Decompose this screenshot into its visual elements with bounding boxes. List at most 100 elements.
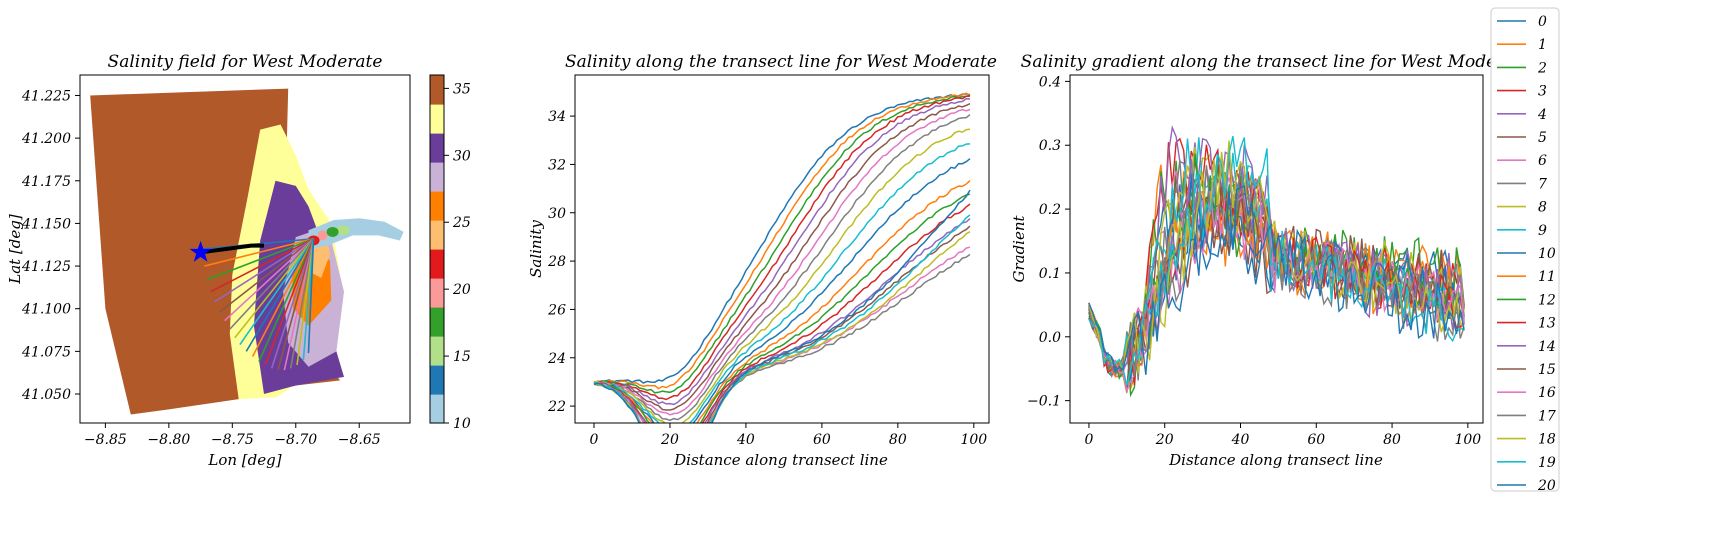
- colorbar-segment-0: [430, 394, 444, 424]
- legend-label-17: 17: [1538, 408, 1556, 424]
- salinity-y-label: Salinity: [527, 220, 545, 278]
- station-star-marker: [189, 240, 212, 262]
- colorbar-segment-2: [430, 336, 444, 366]
- y-tick-label: 41.150: [21, 216, 71, 232]
- y-tick-label: 24: [547, 351, 566, 367]
- y-tick-label: 22: [547, 399, 566, 415]
- transect-line-9: [239, 238, 315, 345]
- y-tick-label: 0.1: [1039, 266, 1061, 282]
- field-plume-low: [308, 218, 404, 249]
- salinity-series-6: [593, 108, 971, 416]
- y-tick-label: 30: [548, 206, 566, 222]
- x-tick-label: −8.85: [84, 432, 127, 448]
- colorbar-tick-label: 30: [453, 148, 471, 164]
- x-tick-label: 20: [660, 432, 679, 448]
- y-tick-label: 0.2: [1039, 202, 1061, 218]
- transect-line-15: [277, 238, 315, 371]
- salinity-series-7: [593, 114, 971, 422]
- x-tick-label: 0: [1084, 432, 1093, 448]
- salinity-map-panel: −8.85 −8.80 −8.75 −8.70 −8.65 41.05041.07541…: [6, 52, 471, 469]
- colorbar-segment-1: [430, 365, 444, 395]
- colorbar-segment-9: [430, 133, 444, 163]
- x-tick-label: 80: [889, 432, 907, 448]
- salinity-x-label: Distance along transect line: [673, 451, 888, 469]
- legend-label-9: 9: [1538, 223, 1547, 239]
- salinity-x-ticks: 0 20 40 60 80 100: [590, 423, 987, 448]
- track-line: [200, 243, 264, 255]
- salinity-series-10: [593, 158, 971, 423]
- legend-label-4: 4: [1537, 107, 1547, 123]
- salinity-series-12: [593, 193, 971, 423]
- colorbar-ticks: 10 15 20 25 30 35: [444, 81, 471, 432]
- legend-label-15: 15: [1538, 362, 1556, 378]
- salinity-series-4: [593, 98, 971, 406]
- y-tick-label: 0.4: [1039, 74, 1061, 90]
- y-tick-label: 41.125: [21, 259, 71, 275]
- salinity-series-2: [593, 94, 971, 394]
- y-tick-label: 32: [548, 157, 566, 173]
- salinity-transect-panel: 0 20 40 60 80 100 22 24 26 28 30 32 34 Salinity alo…: [527, 52, 997, 469]
- legend-label-2: 2: [1537, 60, 1547, 76]
- gradient-transect-panel: 0 20 40 60 80 100 −0.1 0.0 0.1 0.2 0.3 0.4 Salinit…: [1010, 52, 1531, 469]
- colorbar-tick-label: 10: [453, 416, 471, 432]
- transect-line-10: [245, 238, 315, 352]
- map-x-ticks: −8.85 −8.80 −8.75 −8.70 −8.65: [84, 423, 381, 448]
- salinity-series-1: [593, 92, 971, 390]
- y-tick-label: 41.100: [21, 302, 71, 318]
- x-tick-label: 60: [1307, 432, 1325, 448]
- salinity-series-16: [593, 246, 971, 423]
- colorbar-segment-8: [430, 162, 444, 192]
- map-y-label: Lat [deg]: [6, 214, 24, 285]
- gradient-series-19: [1088, 136, 1465, 386]
- gradient-series-0: [1088, 184, 1465, 374]
- transect-line-11: [251, 238, 315, 357]
- colorbar-segment-10: [430, 104, 444, 134]
- map-x-label: Lon [deg]: [207, 451, 281, 469]
- legend-box: [1490, 7, 1560, 492]
- salinity-series-19: [593, 214, 971, 423]
- transect-line-16: [283, 238, 315, 371]
- gradient-series: [1088, 125, 1465, 398]
- colorbar: [429, 74, 445, 424]
- transect-line-1: [204, 237, 314, 267]
- colorbar-segment-6: [430, 220, 444, 250]
- transect-line-13: [264, 238, 315, 366]
- x-tick-label: −8.80: [147, 432, 190, 448]
- transect-line-7: [229, 238, 315, 330]
- x-tick-label: 100: [1454, 432, 1481, 448]
- y-tick-label: 28: [547, 254, 566, 270]
- x-tick-label: 60: [813, 432, 831, 448]
- map-axes-frame: [79, 74, 411, 424]
- salinity-series-0: [593, 93, 971, 385]
- y-tick-label: 34: [548, 109, 566, 125]
- gradient-y-ticks: −0.1 0.0 0.1 0.2 0.3 0.4: [1027, 74, 1070, 410]
- y-tick-label: 41.175: [21, 174, 71, 190]
- transect-line-12: [258, 238, 315, 362]
- salinity-axes-frame: [574, 74, 990, 424]
- x-tick-label: 40: [1231, 432, 1250, 448]
- salinity-y-ticks: 22 24 26 28 30 32 34: [547, 109, 575, 415]
- y-tick-label: 0.0: [1039, 330, 1061, 346]
- legend-label-1: 1: [1538, 37, 1547, 53]
- legend-label-12: 12: [1538, 292, 1556, 308]
- field-plume-18: [326, 226, 339, 237]
- transect-line-2: [206, 238, 314, 281]
- legend-label-20: 20: [1537, 478, 1556, 494]
- x-tick-label: 20: [1155, 432, 1174, 448]
- colorbar-frame: [429, 74, 445, 424]
- salinity-series-20: [593, 189, 971, 423]
- gradient-series-20: [1088, 185, 1465, 375]
- legend-label-19: 19: [1538, 455, 1556, 471]
- field-plume-20: [317, 230, 328, 241]
- legend-label-0: 0: [1538, 14, 1547, 30]
- x-tick-label: −8.70: [274, 432, 317, 448]
- legend-label-13: 13: [1538, 316, 1556, 332]
- y-tick-label: 26: [547, 302, 566, 318]
- legend-label-3: 3: [1538, 84, 1547, 100]
- gradient-y-label: Gradient: [1010, 214, 1028, 282]
- y-tick-label: 41.200: [21, 131, 71, 147]
- salinity-series: [593, 92, 971, 423]
- legend-label-11: 11: [1538, 269, 1556, 285]
- gradient-title: Salinity gradient along the transect lin…: [1021, 52, 1532, 72]
